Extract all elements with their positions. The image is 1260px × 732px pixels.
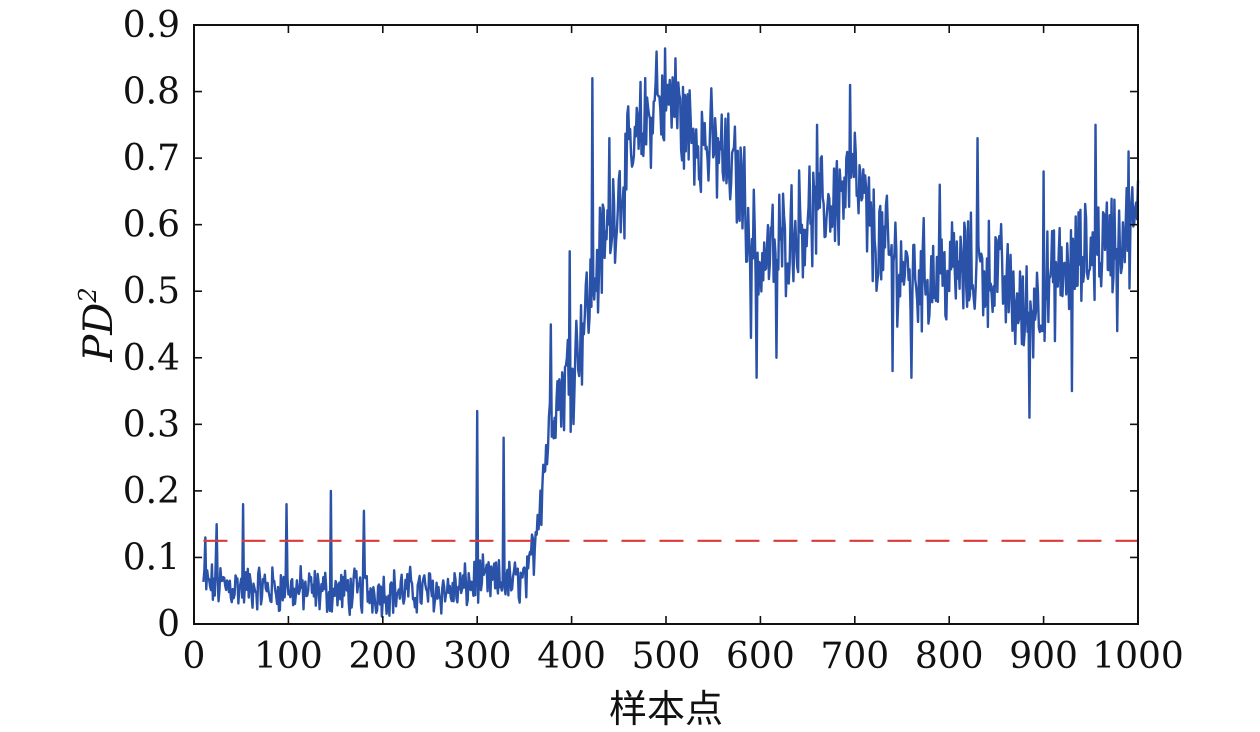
y-axis-label-text: PD2 xyxy=(74,287,122,362)
y-tick-label: 0.8 xyxy=(123,72,180,113)
y-axis-label: PD2 xyxy=(74,287,122,362)
axes-frame xyxy=(193,24,1139,625)
axes: 0 100 200 300 400 500 600 700 800 900 1000 0 0.1 0.2 0… xyxy=(123,5,1184,677)
y-axis-label-base: PD xyxy=(76,303,122,363)
x-axis-label: 样本点 xyxy=(609,687,723,731)
x-tick-label: 800 xyxy=(915,636,984,677)
x-tick-label: 700 xyxy=(820,636,889,677)
plot-area xyxy=(202,47,1140,618)
x-tick-label: 100 xyxy=(254,636,323,677)
x-tick-label: 900 xyxy=(1009,636,1078,677)
y-tick-label: 0.1 xyxy=(123,537,180,578)
y-tick-label: 0 xyxy=(157,604,180,645)
x-tick-label: 200 xyxy=(348,636,417,677)
y-tick-label: 0.4 xyxy=(123,338,180,379)
y-tick-label: 0.2 xyxy=(123,471,180,512)
x-tick-label: 1000 xyxy=(1092,636,1184,677)
x-tick-label: 400 xyxy=(537,636,606,677)
x-tick-label: 600 xyxy=(726,636,795,677)
y-tick-label: 0.9 xyxy=(123,5,180,46)
x-tick-label: 0 xyxy=(183,636,206,677)
y-tick-label: 0.6 xyxy=(123,205,180,246)
y-axis-label-superscript: 2 xyxy=(74,287,102,303)
y-tick-label: 0.7 xyxy=(123,138,180,179)
x-tick-label: 300 xyxy=(443,636,512,677)
y-tick-label: 0.3 xyxy=(123,404,180,445)
y-tick-label: 0.5 xyxy=(123,271,180,312)
x-tick-label: 500 xyxy=(632,636,701,677)
series-pd2-line xyxy=(202,47,1140,618)
